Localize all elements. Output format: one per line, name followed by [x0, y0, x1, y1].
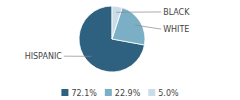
slice: [79, 6, 144, 72]
leader-line: [64, 56, 91, 57]
legend-label: 22.9%: [115, 89, 141, 98]
pie: [79, 6, 145, 72]
legend-label: 5.0%: [158, 89, 179, 98]
legend: 72.1% 22.9% 5.0%: [61, 89, 179, 98]
slice: [112, 6, 122, 39]
legend-swatch: [61, 89, 68, 96]
annotation: WHITE: [163, 25, 189, 34]
legend-label: 72.1%: [71, 89, 97, 98]
legend-item: 5.0%: [148, 89, 179, 98]
legend-item: 22.9%: [105, 89, 141, 98]
leader-line: [116, 11, 161, 12]
annotations: HISPANIC WHITE BLACK: [25, 8, 191, 61]
leader-line: [135, 25, 161, 29]
chart: HISPANIC WHITE BLACK 72.1% 22.9% 5.0%: [0, 0, 240, 100]
annotation: BLACK: [163, 8, 190, 17]
legend-swatch: [105, 89, 112, 96]
legend-item: 72.1%: [61, 89, 97, 98]
annotation: HISPANIC: [25, 52, 63, 61]
legend-swatch: [148, 89, 155, 96]
